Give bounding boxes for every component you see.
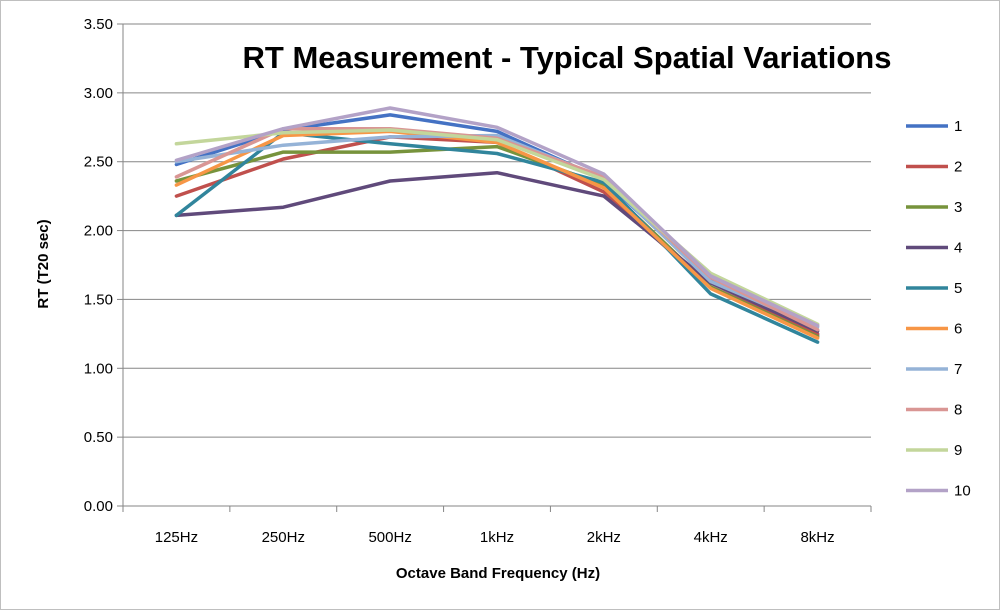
legend-label-3: 3 [954, 199, 962, 216]
x-tick-label: 4kHz [694, 529, 728, 546]
series-line-10 [174, 106, 820, 328]
legend-label-4: 4 [954, 240, 962, 257]
series-line-6 [174, 129, 820, 340]
y-tick-label: 1.00 [84, 360, 113, 377]
x-tick-label: 8kHz [800, 529, 834, 546]
legend-label-2: 2 [954, 159, 962, 176]
x-tick-label: 500Hz [368, 529, 411, 546]
legend-label-5: 5 [954, 280, 962, 297]
y-tick-label: 3.50 [84, 16, 113, 33]
y-tick-label: 0.00 [84, 498, 113, 515]
y-tick-labels: 0.00 0.50 1.00 1.50 2.00 2.50 3.00 3.50 [84, 16, 113, 515]
series-line-9 [174, 128, 820, 326]
gridlines [123, 23, 871, 438]
x-tick-label: 250Hz [262, 529, 305, 546]
legend-label-8: 8 [954, 402, 962, 419]
series-line-2 [174, 135, 820, 336]
series-line-4 [174, 170, 820, 333]
x-tick-label: 125Hz [155, 529, 198, 546]
legend-label-7: 7 [954, 361, 962, 378]
axes [117, 23, 872, 512]
x-tick-label: 1kHz [480, 529, 514, 546]
y-tick-label: 2.00 [84, 223, 113, 240]
legend-label-9: 9 [954, 442, 962, 459]
series-line-7 [174, 133, 820, 329]
x-tick-labels: 125Hz 250Hz 500Hz 1kHz 2kHz 4kHz 8kHz [155, 529, 835, 546]
y-tick-label: 1.50 [84, 291, 113, 308]
x-axis-label: Octave Band Frequency (Hz) [396, 565, 600, 582]
y-axis-label: RT (T20 sec) [35, 219, 52, 308]
x-tick-label: 2kHz [587, 529, 621, 546]
legend-label-6: 6 [954, 321, 962, 338]
legend: 1 2 3 4 5 6 7 8 9 10 [906, 118, 971, 500]
y-tick-label: 0.50 [84, 429, 113, 446]
chart-title: RT Measurement - Typical Spatial Variati… [243, 40, 892, 75]
legend-label-10: 10 [954, 483, 971, 500]
series-lines [174, 106, 820, 344]
y-tick-label: 2.50 [84, 154, 113, 171]
legend-label-1: 1 [954, 118, 962, 135]
y-tick-label: 3.00 [84, 85, 113, 102]
series-line-3 [174, 144, 820, 339]
